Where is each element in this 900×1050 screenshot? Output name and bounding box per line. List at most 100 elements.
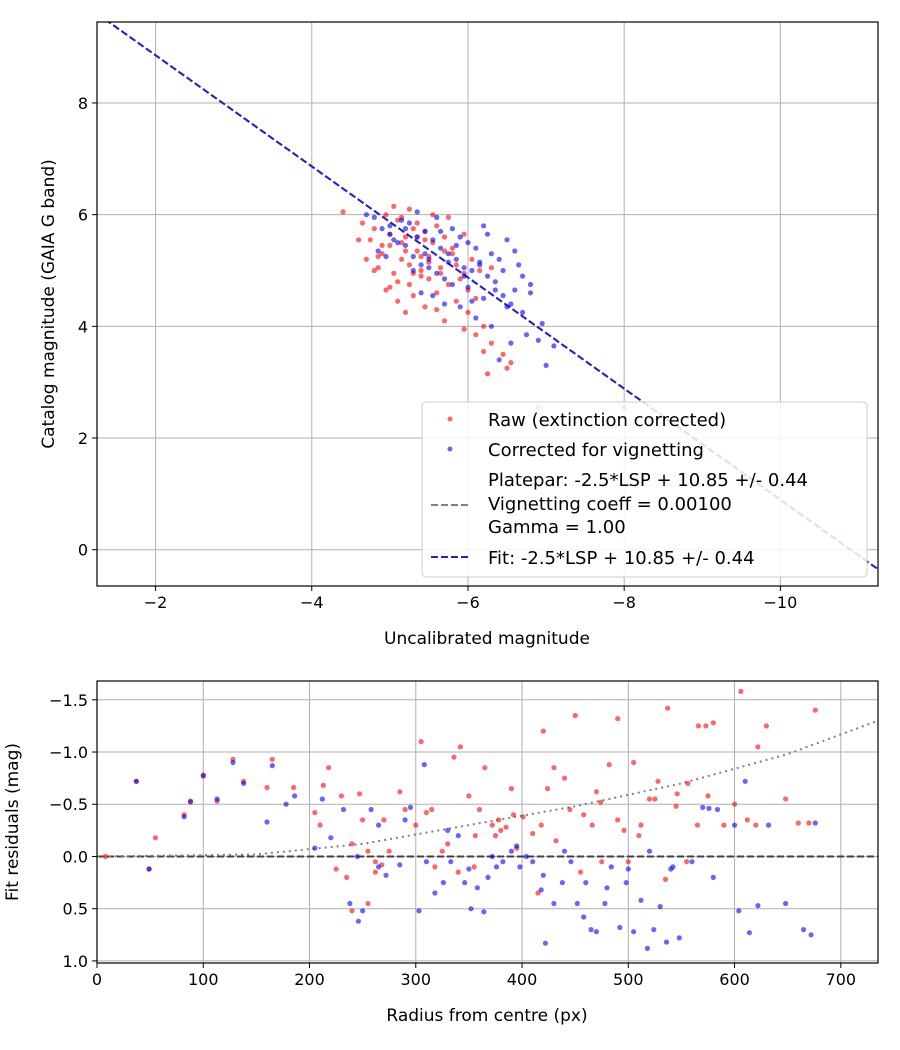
bottom-data-point-1 bbox=[292, 793, 298, 799]
top-data-point-1 bbox=[551, 343, 557, 349]
top-data-point-0 bbox=[465, 309, 471, 315]
bottom-data-point-0 bbox=[365, 900, 371, 907]
bottom-data-point-1 bbox=[706, 805, 712, 812]
bottom-data-point-0 bbox=[636, 833, 642, 839]
bottom-data-point-1 bbox=[588, 927, 594, 933]
bottom-series-line-3 bbox=[97, 719, 878, 858]
bottom-data-point-0 bbox=[102, 853, 109, 860]
top-data-point-0 bbox=[383, 212, 389, 218]
bottom-data-point-1 bbox=[514, 843, 520, 849]
bottom-data-point-1 bbox=[808, 932, 814, 938]
bottom-data-point-0 bbox=[795, 820, 801, 826]
top-x-axis-label: Uncalibrated magnitude bbox=[384, 629, 590, 649]
bottom-data-point-0 bbox=[356, 791, 363, 797]
bottom-data-point-1 bbox=[455, 833, 461, 839]
top-data-point-0 bbox=[422, 237, 428, 243]
top-data-point-1 bbox=[504, 304, 510, 310]
bottom-data-point-1 bbox=[462, 880, 468, 886]
top-data-point-1 bbox=[387, 223, 393, 229]
bottom-data-point-1 bbox=[568, 859, 574, 865]
top-y-tick-label: 4 bbox=[78, 317, 88, 336]
top-data-point-1 bbox=[520, 273, 526, 279]
top-data-point-1 bbox=[500, 267, 506, 274]
top-data-point-0 bbox=[410, 226, 416, 232]
bottom-data-point-1 bbox=[623, 880, 629, 886]
bottom-data-point-0 bbox=[744, 817, 750, 823]
top-data-point-1 bbox=[453, 256, 459, 262]
bottom-data-point-1 bbox=[376, 822, 382, 828]
bottom-data-point-0 bbox=[457, 744, 463, 750]
top-data-point-0 bbox=[383, 287, 389, 293]
bottom-data-point-0 bbox=[589, 822, 595, 828]
top-data-point-1 bbox=[504, 237, 510, 243]
top-data-point-0 bbox=[371, 267, 377, 274]
top-data-point-0 bbox=[387, 284, 393, 290]
bottom-data-point-1 bbox=[651, 927, 657, 933]
top-data-point-0 bbox=[422, 304, 428, 310]
top-data-point-1 bbox=[461, 273, 467, 279]
top-data-point-1 bbox=[453, 242, 459, 248]
top-data-point-0 bbox=[399, 256, 405, 262]
top-data-point-0 bbox=[340, 209, 346, 215]
top-data-point-1 bbox=[387, 231, 393, 237]
bottom-data-point-0 bbox=[684, 859, 690, 865]
top-data-point-0 bbox=[391, 203, 397, 209]
bottom-x-tick-label: 600 bbox=[719, 970, 750, 989]
bottom-data-point-1 bbox=[617, 924, 623, 931]
top-data-point-1 bbox=[484, 231, 491, 237]
legend-label-vignetting: Vignetting coeff = 0.00100 bbox=[488, 494, 732, 515]
bottom-data-point-0 bbox=[496, 817, 502, 823]
bottom-data-point-0 bbox=[646, 796, 653, 802]
legend-label-platepar: Platepar: -2.5*LSP + 10.85 +/- 0.44 bbox=[488, 470, 808, 491]
top-data-point-1 bbox=[484, 273, 491, 279]
bottom-y-tick-label: 1.0 bbox=[63, 952, 88, 971]
bottom-data-point-1 bbox=[523, 853, 529, 860]
bottom-data-point-0 bbox=[508, 786, 514, 792]
top-data-point-1 bbox=[438, 245, 444, 251]
bottom-data-point-0 bbox=[349, 908, 355, 914]
top-data-point-1 bbox=[426, 256, 432, 262]
bottom-data-point-1 bbox=[631, 929, 637, 935]
top-data-point-1 bbox=[418, 262, 424, 268]
bottom-data-point-1 bbox=[181, 814, 187, 820]
bottom-axes-frame bbox=[96, 680, 879, 964]
top-data-point-1 bbox=[496, 256, 502, 262]
bottom-data-point-0 bbox=[312, 810, 318, 816]
bottom-data-point-0 bbox=[349, 841, 355, 847]
bottom-data-point-1 bbox=[354, 853, 360, 860]
bottom-data-point-0 bbox=[429, 806, 435, 813]
top-y-tick-label: 0 bbox=[78, 541, 88, 560]
bottom-data-point-0 bbox=[705, 793, 711, 799]
top-data-point-0 bbox=[402, 248, 409, 254]
top-y-axis-label: Catalog magnitude (GAIA G band) bbox=[39, 159, 59, 449]
bottom-data-point-1 bbox=[368, 806, 374, 813]
bottom-data-point-1 bbox=[732, 822, 738, 828]
top-x-tick-label: −2 bbox=[144, 593, 168, 612]
bottom-data-point-1 bbox=[187, 798, 194, 804]
top-data-point-1 bbox=[449, 226, 455, 232]
bottom-data-point-1 bbox=[432, 890, 438, 896]
bottom-y-tick-label: −1.0 bbox=[49, 743, 88, 762]
bottom-data-point-0 bbox=[372, 859, 378, 865]
bottom-data-point-1 bbox=[489, 853, 495, 860]
top-data-point-1 bbox=[481, 223, 487, 229]
top-data-point-0 bbox=[473, 332, 479, 338]
bottom-data-point-0 bbox=[606, 762, 612, 768]
bottom-x-tick-label: 700 bbox=[826, 970, 857, 989]
top-data-point-1 bbox=[477, 262, 483, 268]
top-data-point-0 bbox=[445, 281, 451, 288]
bottom-data-point-1 bbox=[241, 780, 247, 787]
bottom-data-point-1 bbox=[755, 903, 761, 909]
top-data-point-0 bbox=[445, 214, 451, 220]
bottom-data-point-0 bbox=[520, 814, 526, 820]
bottom-data-point-0 bbox=[732, 801, 738, 807]
bottom-data-point-0 bbox=[423, 810, 429, 816]
bottom-data-point-1 bbox=[517, 864, 523, 870]
bottom-data-point-0 bbox=[652, 796, 658, 802]
top-data-point-1 bbox=[449, 281, 455, 288]
top-data-point-0 bbox=[481, 323, 487, 329]
bottom-data-point-1 bbox=[508, 848, 514, 854]
top-data-point-0 bbox=[406, 206, 412, 212]
top-data-point-1 bbox=[543, 362, 549, 368]
